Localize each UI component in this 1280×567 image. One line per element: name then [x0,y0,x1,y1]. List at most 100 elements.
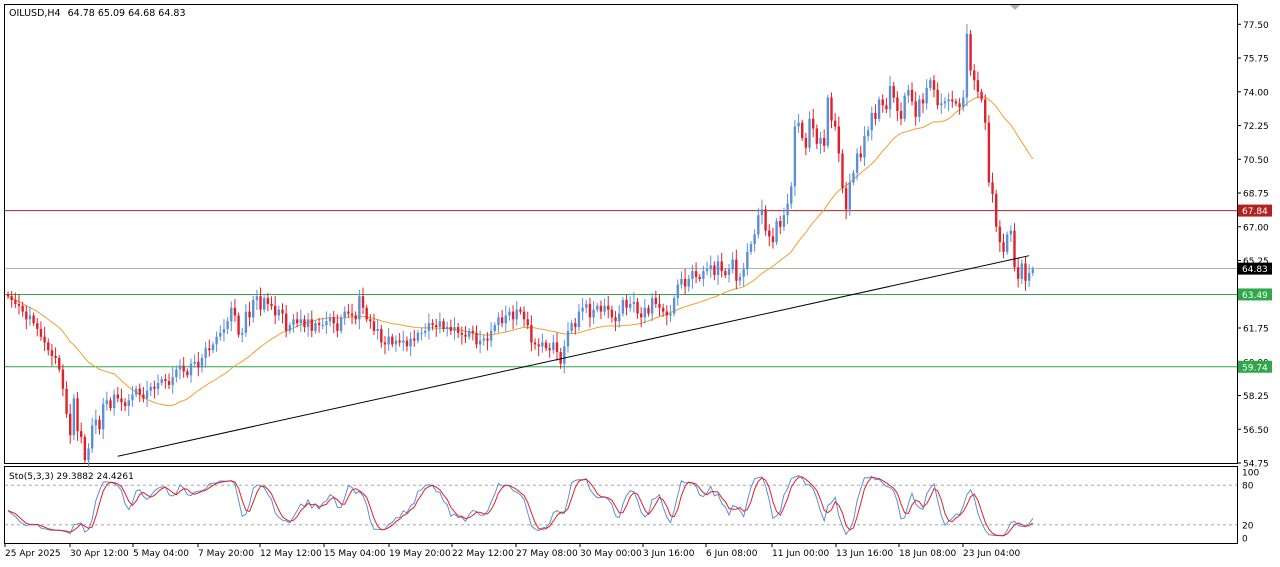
stochastic-frame [4,466,1238,544]
candle-body [83,436,87,461]
candle-body [643,307,647,318]
current-price-label-box [1238,262,1272,275]
candle-body [753,234,756,245]
candle-body [438,321,442,328]
stochastic-panel: 100 80 20 0 [5,469,1259,545]
candle-body [372,321,376,331]
candle-body [197,361,200,368]
candle-body [658,303,661,308]
x-tick-label: 7 May 20:00 [198,549,254,559]
candle-body [914,101,917,117]
candle-body [47,342,50,351]
candle-body [398,340,401,343]
main-chart-frame [4,4,1238,464]
candle-body [669,313,672,316]
candle-body [80,431,83,437]
candle-body [299,319,302,324]
candle-body [14,300,17,304]
candle-body [317,323,321,326]
candle-body [812,118,815,129]
candle-body [991,182,994,194]
current-price-label: 64.83 [1242,265,1268,275]
candle-body [486,338,489,341]
candle-body [581,307,584,312]
candle-body [277,309,281,316]
candle-body [369,319,372,322]
candle-body [361,296,365,308]
candle-body [965,33,969,98]
candle-body [958,103,961,108]
candle-body [98,419,101,430]
candle-body [471,330,475,333]
candle-body [746,251,749,270]
candle-body [888,85,892,110]
candle-body [435,325,438,328]
y-tick-label: 56.50 [1243,426,1269,436]
candle-body [585,303,588,308]
candle-body [354,315,357,320]
candle-body [1005,234,1009,252]
candle-body [241,332,244,335]
candle-body [387,336,390,345]
candle-body [683,278,687,287]
candle-body [105,400,109,405]
candle-body [786,203,789,216]
candle-body [413,338,416,341]
candle-body [790,186,793,204]
x-tick-label: 23 Jun 04:00 [963,549,1020,559]
candle-body [969,33,972,71]
candle-body [270,303,273,306]
candle-body [39,328,43,337]
candle-body [526,319,529,326]
candle-body [808,118,811,148]
candle-body [603,305,606,312]
chart-shift-marker[interactable] [1010,5,1020,10]
candle-body [446,327,449,329]
candle-body [819,138,822,144]
candle-body [467,330,471,337]
candle-body [365,307,368,320]
candle-body [175,369,178,378]
candle-body [665,311,668,316]
horizontal-levels [5,210,1237,368]
candle-body [848,182,851,210]
candle-body [28,315,32,320]
candle-body [43,336,46,343]
stoch-axis-label: 20 [1242,521,1254,531]
candle-body [248,311,251,318]
x-tick-label: 18 Jun 08:00 [899,549,956,559]
candle-body [383,342,387,345]
candle-body [775,220,778,243]
candle-body [918,99,921,117]
candle-body [727,269,731,275]
candle-body [980,91,983,100]
stoch-axis-label: 80 [1242,482,1254,492]
symbol-title: OILUSD,H4 [9,8,61,19]
symbol-header: OILUSD,H4 64.78 65.09 64.68 64.83 [9,8,186,19]
candle-body [211,344,215,351]
candle-body [101,404,105,430]
candle-body [559,352,562,364]
candle-body [178,365,182,370]
level-label-67.84: 67.84 [1242,207,1268,217]
y-tick-label: 70.50 [1243,156,1269,166]
candle-body [145,390,149,399]
candle-body [449,327,453,331]
candle-body [925,87,928,104]
candle-body [859,153,862,158]
x-tick-label: 22 May 12:00 [452,549,514,559]
candle-body [193,361,196,364]
candle-body [563,346,566,364]
candle-body [339,317,343,331]
candle-body [127,400,130,407]
candle-body [984,99,987,123]
candle-body [1024,263,1027,281]
candle-body [844,188,848,210]
candle-body [295,319,299,324]
candle-body [954,101,958,104]
candle-body [186,371,189,376]
candle-body [951,99,954,102]
candle-body [376,328,379,331]
candle-body [738,276,742,281]
candle-body [508,311,511,316]
